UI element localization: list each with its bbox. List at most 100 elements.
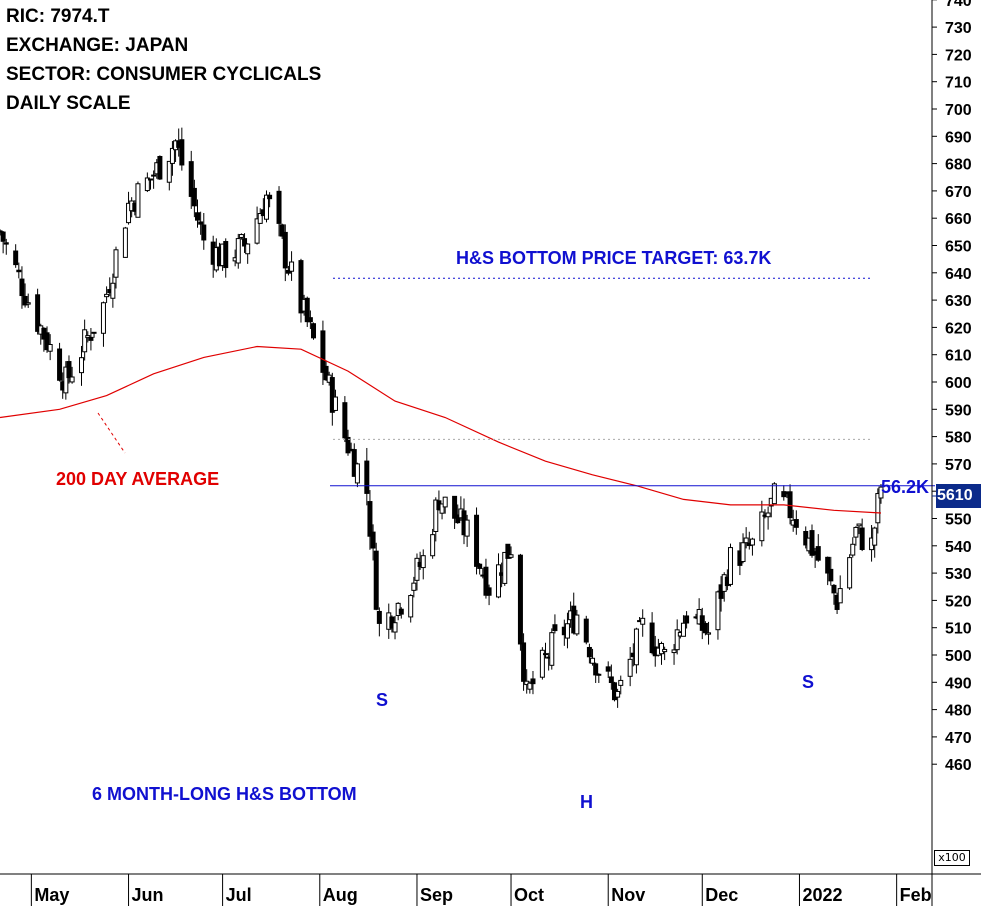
y-tick-label: 650: [945, 239, 972, 256]
candle-body: [787, 491, 793, 519]
candle-body: [320, 330, 326, 373]
y-tick-label: 730: [945, 20, 972, 37]
candle-body: [88, 336, 94, 341]
candle-body: [157, 155, 163, 180]
ric-label: RIC: 7974.T: [6, 6, 110, 27]
candle-body: [662, 648, 668, 653]
candle-body: [364, 460, 370, 494]
candle-body: [825, 556, 831, 574]
candle-body: [853, 526, 859, 538]
candle-body: [495, 564, 501, 598]
candle-body: [586, 646, 592, 658]
y-tick-label: 600: [945, 375, 972, 392]
pattern-label: 6 MONTH-LONG H&S BOTTOM: [92, 784, 357, 804]
candle-body: [373, 550, 379, 610]
candle-body: [627, 658, 633, 677]
candle-body: [831, 584, 837, 594]
candle-body: [680, 622, 686, 637]
candle-body: [151, 174, 157, 177]
exchange-label: EXCHANGE: JAPAN: [6, 35, 189, 56]
candle-body: [706, 632, 712, 635]
candle-body: [79, 357, 85, 374]
candle-body: [872, 527, 878, 546]
candle-body: [267, 194, 273, 200]
candle-body: [392, 622, 398, 633]
y-tick-label: 700: [945, 102, 972, 119]
candle-body: [659, 642, 665, 655]
candle-body: [351, 449, 357, 477]
candle-body: [749, 538, 755, 546]
ma-label: 200 DAY AVERAGE: [56, 469, 220, 489]
candle-body: [608, 676, 614, 684]
x-tick-label: Jun: [132, 885, 164, 905]
candle-body: [298, 260, 304, 314]
candle-body: [615, 690, 621, 698]
candle-body: [329, 377, 335, 413]
candle-body: [257, 213, 263, 224]
candle-body: [342, 402, 348, 439]
y-tick-label: 630: [945, 293, 972, 310]
candle-body: [289, 261, 295, 272]
candle-body: [452, 495, 458, 519]
candle-body: [85, 335, 91, 339]
y-tick-label: 500: [945, 648, 972, 665]
candle-body: [715, 591, 721, 631]
candle-body: [442, 496, 448, 508]
y-tick-label: 680: [945, 157, 972, 174]
candle-body: [376, 610, 382, 624]
candle-body: [195, 212, 201, 221]
x-axis: May Jun Jul Aug Sep Oct Nov Dec 2022 Feb: [30, 874, 932, 906]
candle-body: [191, 187, 197, 207]
x-tick-label: May: [34, 885, 69, 905]
candle-body: [16, 269, 22, 273]
candle-body: [856, 523, 862, 527]
candle-body: [122, 227, 128, 258]
candle-body: [771, 483, 777, 505]
candle-body: [188, 161, 194, 197]
candle-body: [590, 657, 596, 664]
y-tick-label: 660: [945, 211, 972, 228]
y-tick-label: 490: [945, 675, 972, 692]
candle-body: [332, 396, 338, 411]
candle-body: [144, 177, 150, 192]
y-tick-label: 510: [945, 621, 972, 638]
candle-body: [35, 294, 41, 332]
candle-body: [539, 649, 545, 678]
candle-body: [593, 663, 599, 676]
candle-body: [113, 249, 119, 278]
candle-body: [408, 595, 414, 618]
candle-body: [859, 527, 865, 550]
y-tick-label: 470: [945, 730, 972, 747]
y-tick-label: 550: [945, 512, 972, 529]
candle-body: [815, 546, 821, 561]
x-tick-label: Sep: [420, 885, 453, 905]
candle-body: [370, 531, 376, 549]
candle-body: [414, 557, 420, 581]
candle-body: [345, 436, 351, 454]
candle-body: [527, 682, 533, 690]
candle-body: [618, 679, 624, 686]
candle-body: [605, 666, 611, 672]
candle-body: [69, 376, 75, 383]
candle-body: [505, 543, 511, 559]
candle-body: [837, 588, 843, 604]
candle-body: [759, 511, 765, 542]
y-tick-label: 640: [945, 266, 972, 283]
candle-body: [430, 534, 436, 557]
x-tick-label: Dec: [705, 885, 738, 905]
right-shoulder-label: S: [802, 672, 815, 692]
candle-body: [411, 582, 417, 591]
candle-body: [574, 614, 580, 635]
y-tick-label: 670: [945, 184, 972, 201]
candle-body: [147, 178, 153, 181]
candle-body: [91, 331, 97, 334]
candle-body: [223, 241, 229, 269]
candle-body: [169, 147, 175, 164]
candle-body: [354, 463, 360, 484]
candle-body: [765, 512, 771, 518]
x-tick-label: Jul: [226, 885, 252, 905]
candle-body: [0, 230, 3, 233]
candle-body: [596, 673, 602, 676]
candle-body: [323, 365, 329, 381]
